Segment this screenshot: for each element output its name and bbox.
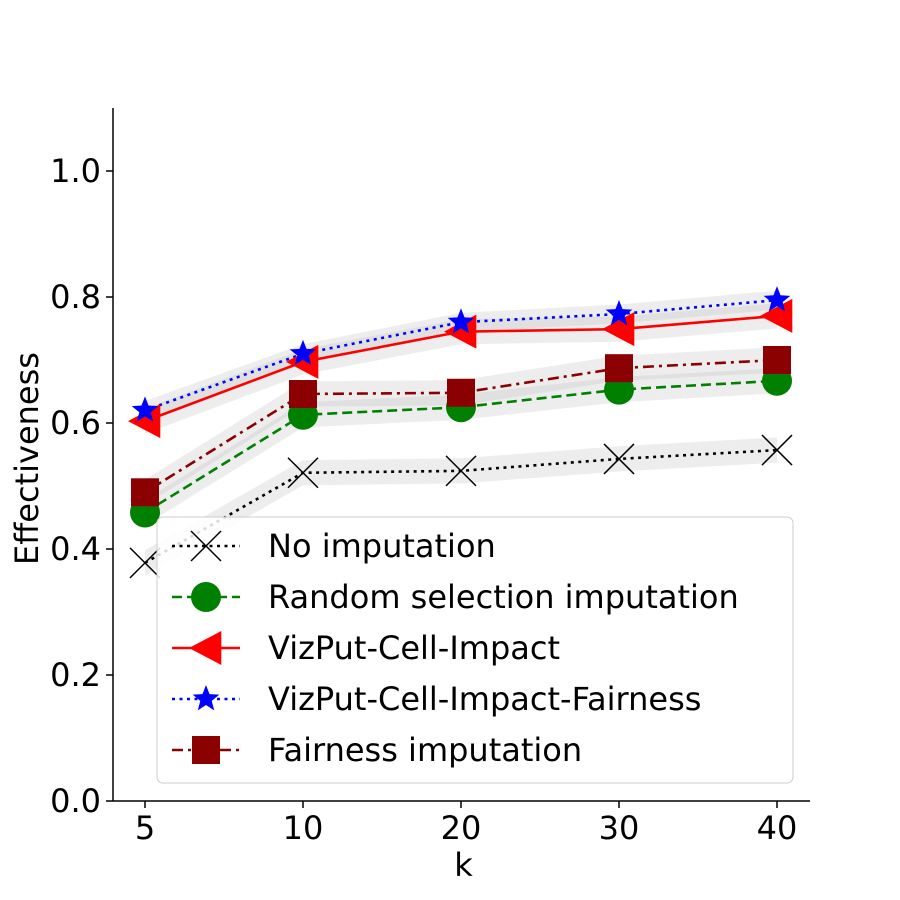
- y-tick-label: 0.2: [50, 656, 101, 694]
- vizput-cell-impact-point: [128, 404, 161, 439]
- series-markers: [128, 286, 793, 579]
- fairness-imputation-point: [131, 478, 159, 507]
- no-imputation-point: [129, 547, 161, 579]
- y-tick-label: 0.4: [50, 530, 101, 568]
- x-axis-label: k: [454, 846, 473, 884]
- y-axis-label: Effectiveness: [8, 352, 46, 565]
- vizput-cell-impact-point: [760, 298, 793, 333]
- vizput-cell-impact-fairness-point: [447, 308, 475, 334]
- vizput-cell-impact-point: [602, 312, 635, 347]
- y-tick-label: 0.6: [50, 404, 101, 442]
- fairness-imputation-point: [763, 346, 791, 374]
- vizput-cell-impact-fairness-point: [763, 286, 791, 312]
- y-axis-ticks: 0.0 0.2 0.4 0.6 0.8 1.0: [50, 152, 113, 820]
- legend-label-fairness-imputation: Fairness imputation: [268, 731, 582, 769]
- legend-label-random-selection-imputation: Random selection imputation: [268, 578, 739, 616]
- x-tick-label: 20: [441, 809, 482, 847]
- legend-marker-random-selection-imputation: [191, 582, 221, 612]
- x-tick-label: 5: [135, 809, 155, 847]
- x-tick-label: 10: [283, 809, 324, 847]
- legend-marker-fairness-imputation: [192, 736, 220, 764]
- vizput-cell-impact-fairness-point: [131, 396, 159, 422]
- y-tick-label: 1.0: [50, 152, 101, 190]
- fairness-imputation-point: [605, 354, 633, 383]
- x-tick-label: 30: [599, 809, 640, 847]
- vizput-cell-impact-fairness-line: [144, 298, 778, 412]
- legend-box: [156, 516, 794, 784]
- vizput-cell-impact-fairness-point: [289, 339, 317, 366]
- no-imputation-point: [445, 455, 477, 487]
- legend-label-vizput-cell-impact: VizPut-Cell-Impact: [268, 629, 560, 667]
- no-imputation-point: [287, 457, 319, 489]
- y-tick-label: 0.8: [50, 278, 101, 316]
- vizput-cell-impact-fairness-point: [605, 300, 633, 326]
- fairness-imputation-point: [447, 378, 475, 407]
- y-tick-label: 0.0: [50, 782, 101, 820]
- legend-label-no-imputation: No imputation: [268, 527, 496, 565]
- legend-marker-vizput-cell-impact-fairness: [192, 685, 220, 711]
- legend-label-vizput-cell-impact-fairness: VizPut-Cell-Impact-Fairness: [268, 680, 701, 718]
- vizput-cell-impact-point: [444, 314, 477, 349]
- fairness-imputation-point: [289, 380, 317, 409]
- x-axis-ticks: 5 10 20 30 40: [135, 801, 798, 847]
- random-selection-imputation-line: [144, 379, 778, 514]
- legend-marker-no-imputation: [190, 530, 222, 562]
- no-imputation-point: [761, 434, 793, 466]
- no-imputation-point: [603, 443, 635, 475]
- legend-marker-vizput-cell-impact: [189, 631, 222, 665]
- legend: No imputation Random selection imputation…: [156, 516, 794, 784]
- x-tick-label: 40: [757, 809, 798, 847]
